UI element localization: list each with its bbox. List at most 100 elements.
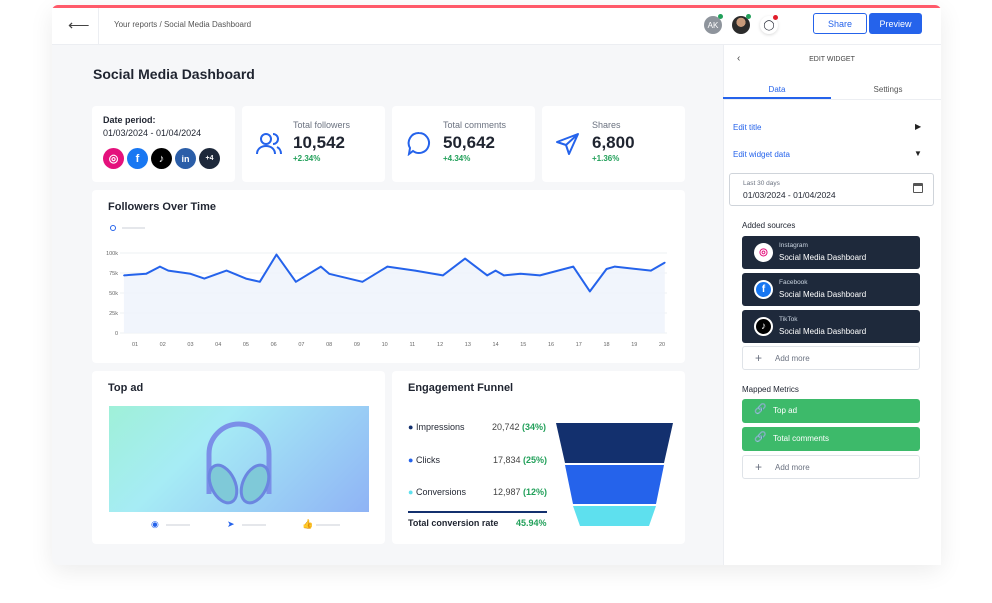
funnel-stage-impressions [556, 423, 673, 463]
instagram-icon: ◎ [754, 243, 773, 262]
bullet: ● [408, 487, 414, 497]
kpi-change: +2.34% [293, 154, 321, 163]
x-tick-label: 14 [493, 342, 499, 348]
funnel-row-clicks: ● Clicks 17,834 (25%) [408, 455, 548, 465]
tiktok-icon[interactable]: ♪ [151, 148, 172, 169]
add-more-sources-button[interactable]: + Add more [742, 346, 920, 370]
kpi-change: +1.36% [592, 154, 620, 163]
x-tick-label: 19 [631, 342, 637, 348]
data-point [295, 281, 297, 283]
x-tick-label: 05 [243, 342, 249, 348]
y-tick-label: 0 [115, 331, 118, 337]
tab-data[interactable]: Data [768, 85, 786, 94]
views-placeholder [166, 524, 190, 526]
data-point [414, 269, 416, 272]
stage-pct: (12%) [523, 487, 548, 497]
chevron-down-icon[interactable]: ▼ [914, 149, 922, 158]
source-platform: Instagram [779, 242, 808, 249]
data-point [519, 273, 522, 275]
date-period-range: 01/03/2024 - 01/04/2024 [103, 128, 202, 138]
more-sources-badge[interactable]: +4 [199, 148, 220, 169]
source-name: Social Media Dashboard [779, 327, 867, 336]
online-dot [718, 14, 723, 19]
users-icon [256, 133, 282, 155]
top-ad-card: Top ad ◉ ➤ 👍 [92, 371, 385, 544]
source-tiktok[interactable]: ♪ TikTok Social Media Dashboard [742, 310, 920, 343]
stage-name: Impressions [415, 422, 465, 432]
facebook-icon: f [754, 280, 773, 299]
added-sources-heading: Added sources [742, 221, 796, 230]
date-range-field[interactable]: Last 30 days 01/03/2024 - 01/04/2024 [729, 173, 934, 206]
kpi-card-comments: Total comments 50,642 +4.34% [392, 106, 535, 182]
data-point [605, 268, 608, 270]
ad-image[interactable] [109, 406, 369, 512]
bullet: ● [408, 455, 414, 465]
tab-data-underline [723, 97, 831, 99]
data-point [159, 265, 161, 268]
stage-name: Clicks [415, 455, 440, 465]
avatar[interactable]: AK [704, 16, 722, 34]
panel-back-icon[interactable]: ‹ [737, 53, 741, 64]
tab-settings[interactable]: Settings [873, 85, 903, 94]
link-icon: 🔗 [754, 432, 767, 443]
data-point [203, 277, 206, 280]
comments-icon[interactable]: ◯ [760, 16, 778, 34]
data-point [464, 257, 466, 260]
data-point [145, 273, 147, 275]
instagram-icon[interactable]: ◎ [103, 148, 124, 169]
shares-placeholder [242, 524, 266, 526]
plus-icon: + [755, 460, 763, 474]
funnel-stage-clicks [565, 465, 664, 504]
stage-name: Conversions [415, 487, 466, 497]
kpi-label: Total comments [443, 120, 507, 130]
y-tick-label: 75k [109, 271, 118, 277]
add-more-metrics-button[interactable]: + Add more [742, 455, 920, 479]
kpi-value: 10,542 [293, 133, 345, 152]
data-point [503, 274, 505, 277]
source-facebook[interactable]: f Facebook Social Media Dashboard [742, 273, 920, 306]
metric-label: Total comments [773, 434, 830, 443]
likes-placeholder [316, 524, 340, 526]
edit-title-link[interactable]: Edit title [733, 123, 762, 132]
y-tick-label: 50k [109, 291, 118, 297]
x-tick-label: 02 [160, 342, 166, 348]
metric-label: Top ad [773, 406, 798, 415]
mapped-metrics-heading: Mapped Metrics [742, 385, 799, 394]
legend-placeholder [122, 227, 145, 229]
preview-button[interactable]: Preview [869, 13, 922, 34]
add-more-label: Add more [775, 354, 810, 363]
chevron-right-icon[interactable]: ▶ [915, 122, 922, 131]
metric-top-ad[interactable]: 🔗 Top ad [742, 399, 920, 423]
y-tick-label: 100k [106, 251, 118, 257]
x-tick-label: 11 [410, 342, 416, 348]
top-bar: ⟵ Your reports / Social Media Dashboard … [52, 8, 941, 45]
link-icon: 🔗 [754, 404, 767, 415]
calendar-icon[interactable] [913, 183, 923, 193]
date-period-label: Date period: [103, 115, 156, 125]
avatar-photo[interactable] [732, 16, 750, 34]
shares-icon: ➤ [227, 519, 235, 529]
x-tick-label: 04 [215, 342, 221, 348]
breadcrumb[interactable]: Your reports / Social Media Dashboard [114, 20, 252, 29]
chart-title: Followers Over Time [108, 201, 217, 213]
share-button[interactable]: Share [813, 13, 867, 34]
kpi-label: Shares [592, 120, 621, 130]
back-arrow-icon[interactable]: ⟵ [68, 17, 90, 34]
source-name: Social Media Dashboard [779, 290, 867, 299]
metric-total-comments[interactable]: 🔗 Total comments [742, 427, 920, 451]
source-instagram[interactable]: ◎ Instagram Social Media Dashboard [742, 236, 920, 269]
x-tick-label: 03 [187, 342, 193, 348]
data-point [123, 274, 125, 277]
x-tick-label: 01 [132, 342, 138, 348]
x-tick-label: 20 [659, 342, 665, 348]
edit-widget-data-link[interactable]: Edit widget data [733, 150, 790, 159]
data-point [328, 273, 330, 275]
online-dot [746, 14, 751, 19]
facebook-icon[interactable]: f [127, 148, 148, 169]
x-tick-label: 15 [520, 342, 526, 348]
linkedin-icon[interactable]: in [175, 148, 196, 169]
bullet: ● [408, 422, 414, 432]
source-name: Social Media Dashboard [779, 253, 867, 262]
engagement-funnel-card: Engagement Funnel ● Impressions 20,742 (… [392, 371, 685, 544]
views-icon: ◉ [151, 519, 159, 529]
